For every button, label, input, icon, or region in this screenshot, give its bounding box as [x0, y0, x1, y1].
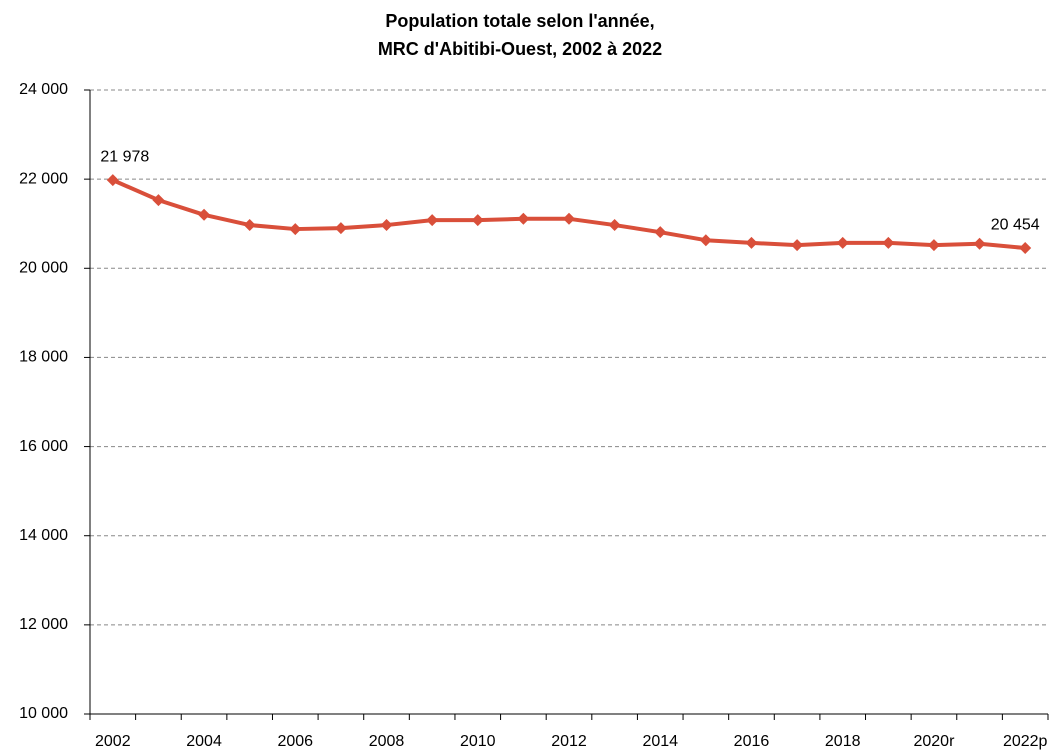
- marker: [973, 237, 986, 250]
- chart-title: MRC d'Abitibi-Ouest, 2002 à 2022: [378, 39, 662, 59]
- marker: [654, 226, 667, 239]
- y-tick-label: 12 000: [19, 616, 68, 633]
- marker: [882, 236, 895, 249]
- y-tick-label: 16 000: [19, 438, 68, 455]
- marker: [745, 236, 758, 249]
- x-tick-label: 2008: [369, 733, 405, 750]
- x-tick-label: 2012: [551, 733, 587, 750]
- marker: [927, 239, 940, 252]
- marker: [471, 214, 484, 227]
- marker: [517, 212, 530, 225]
- y-tick-label: 22 000: [19, 170, 68, 187]
- y-tick-label: 20 000: [19, 260, 68, 277]
- data-label: 21 978: [100, 148, 149, 165]
- marker: [836, 236, 849, 249]
- marker: [563, 212, 575, 225]
- y-tick-label: 18 000: [19, 349, 68, 366]
- marker: [106, 174, 119, 187]
- x-tick-label: 2002: [95, 733, 131, 750]
- y-tick-label: 10 000: [19, 705, 68, 722]
- marker: [198, 208, 211, 221]
- marker: [289, 223, 302, 236]
- marker: [608, 219, 621, 232]
- x-tick-label: 2010: [460, 733, 496, 750]
- x-tick-label: 2004: [186, 733, 222, 750]
- marker: [791, 239, 804, 252]
- marker: [334, 222, 347, 235]
- data-label: 20 454: [991, 216, 1040, 233]
- marker: [152, 194, 165, 207]
- x-tick-label: 2016: [734, 733, 770, 750]
- marker: [1019, 242, 1032, 255]
- y-tick-label: 24 000: [19, 81, 68, 98]
- x-tick-label: 2020r: [913, 733, 955, 750]
- x-tick-label: 2022p: [1003, 733, 1048, 750]
- x-tick-label: 2014: [642, 733, 678, 750]
- x-tick-label: 2006: [277, 733, 313, 750]
- marker: [699, 234, 712, 247]
- marker: [380, 219, 393, 232]
- x-tick-label: 2018: [825, 733, 861, 750]
- y-tick-label: 14 000: [19, 527, 68, 544]
- chart-title: Population totale selon l'année,: [385, 11, 654, 31]
- marker: [426, 214, 439, 227]
- marker: [243, 219, 256, 232]
